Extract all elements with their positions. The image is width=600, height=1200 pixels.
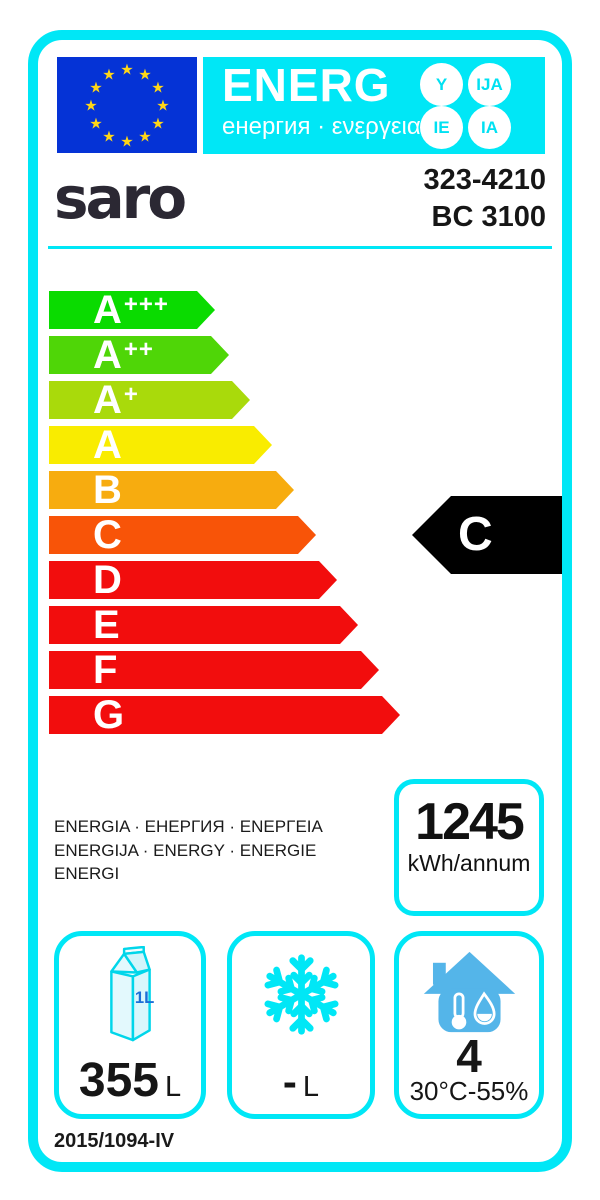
energ-title: ENERG: [222, 59, 391, 111]
freezer-volume-value: -: [282, 1058, 297, 1105]
model-article-number: 323-4210: [423, 164, 546, 196]
grade-letter: A: [93, 288, 122, 332]
fridge-volume: 355 L: [78, 1054, 182, 1107]
grade-letter: E: [93, 603, 120, 647]
star-icon: ★: [102, 128, 116, 146]
eu-flag: ★ ★ ★ ★ ★ ★ ★ ★ ★ ★ ★ ★: [57, 57, 197, 153]
milk-carton-icon: 1L: [110, 946, 154, 1042]
climate-class-value: 4: [456, 1030, 482, 1082]
star-icon: ★: [102, 66, 116, 84]
grade-letter: C: [93, 513, 122, 557]
model-name: BC 3100: [431, 201, 546, 233]
scale-arrow-g: G: [49, 696, 400, 734]
energ-subtitle: енергия · ενεργεια: [222, 113, 421, 140]
grade-plus: +++: [123, 291, 169, 318]
grade-plus: +: [123, 381, 139, 408]
scale-arrow-c: C: [49, 516, 316, 554]
grade-letter: B: [93, 468, 122, 512]
star-icon: ★: [151, 115, 165, 133]
badge-energia: IA: [468, 106, 511, 149]
energy-words-line2: ENERGIJA · ENERGY · ENERGIE: [54, 840, 317, 860]
star-icon: ★: [89, 79, 103, 97]
freezer-compartment-box: - L: [227, 931, 375, 1119]
rating-indicator-letter: C: [458, 508, 493, 561]
star-icon: ★: [84, 97, 98, 115]
grade-letter: G: [93, 693, 125, 737]
energy-words: ENERGIA · ЕНЕРГИЯ · ΕΝΕΡΓΕΙΑ ENERGIJA · …: [54, 815, 323, 886]
freezer-volume: - L: [283, 1060, 319, 1104]
fridge-volume-unit: L: [164, 1071, 182, 1103]
energy-words-line1: ENERGIA · ЕНЕРГИЯ · ΕΝΕΡΓΕΙΑ: [54, 817, 323, 836]
star-icon: ★: [120, 61, 134, 79]
carton-volume-label: 1L: [135, 988, 154, 1007]
scale-arrow-a-plus2: A++: [49, 336, 229, 374]
grade-plus: ++: [123, 336, 154, 363]
climate-class-range: 30°C-55%: [409, 1076, 529, 1106]
brand-logo: saro: [54, 164, 187, 232]
thermometer-icon: [451, 992, 466, 1030]
star-icon: ★: [156, 97, 170, 115]
badge-energija: IJA: [468, 63, 511, 106]
star-icon: ★: [151, 79, 165, 97]
header-divider: [48, 246, 552, 249]
freezer-volume-unit: L: [302, 1071, 320, 1103]
fridge-volume-value: 355: [78, 1054, 159, 1107]
consumption-box: 1245 kWh/annum: [394, 779, 544, 916]
badge-energie: IE: [420, 106, 463, 149]
grade-letter: D: [93, 558, 122, 602]
regulation-number: 2015/1094-IV: [54, 1130, 175, 1152]
scale-arrow-e: E: [49, 606, 358, 644]
house-humidity-icon: [423, 951, 515, 1033]
scale-arrow-f: F: [49, 651, 379, 689]
scale-arrow-a-plus3: A+++: [49, 291, 215, 329]
climate-class-box: 4 30°C-55%: [394, 931, 544, 1119]
snowflake-icon: [263, 954, 339, 1035]
rating-indicator: C: [412, 496, 562, 574]
star-icon: ★: [138, 128, 152, 146]
scale-arrow-a: A: [49, 426, 272, 464]
scale-arrow-d: D: [49, 561, 337, 599]
fridge-compartment-box: 1L 355 L: [54, 931, 206, 1119]
energy-words-line3: ENERGI: [54, 864, 120, 883]
grade-letter: A: [93, 378, 122, 422]
star-icon: ★: [120, 133, 134, 151]
scale-arrow-b: B: [49, 471, 294, 509]
star-icon: ★: [138, 66, 152, 84]
star-icon: ★: [89, 115, 103, 133]
consumption-value: 1245: [415, 793, 525, 851]
humidity-drop-icon: [473, 991, 496, 1025]
grade-letter: A: [93, 333, 122, 377]
consumption-unit: kWh/annum: [407, 850, 531, 876]
grade-letter: F: [93, 648, 118, 692]
scale-arrow-a-plus1: A+: [49, 381, 250, 419]
model-numbers: 323-4210 BC 3100: [423, 162, 546, 236]
grade-letter: A: [93, 423, 122, 467]
badge-energy-y: Y: [420, 63, 463, 106]
